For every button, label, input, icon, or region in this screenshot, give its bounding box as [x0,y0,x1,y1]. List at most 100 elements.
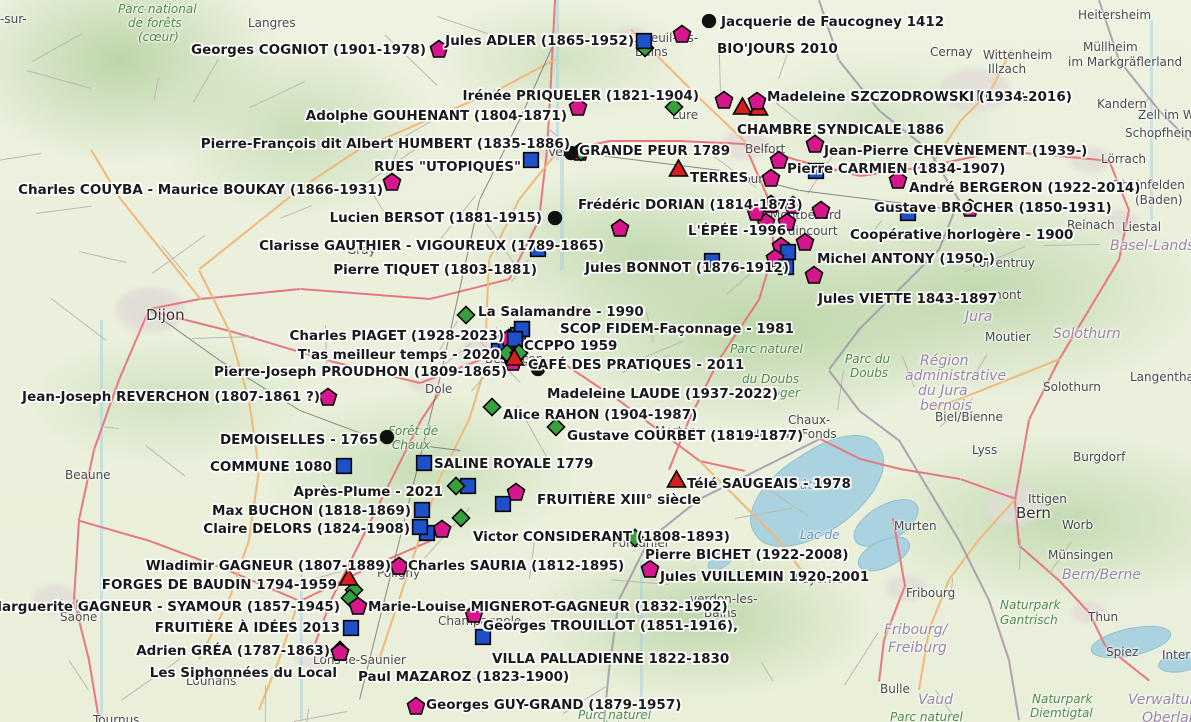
map-marker-pentagon[interactable] [641,560,660,579]
place-label: de-Fonds [782,427,837,441]
map-marker-square[interactable] [704,253,723,272]
map-marker-pentagon[interactable] [812,201,831,220]
map-marker-diamond[interactable] [665,98,684,117]
place-label: Zell im Wies [1138,108,1191,122]
map-marker-pentagon[interactable] [331,643,350,662]
map-marker-circle[interactable] [530,361,549,380]
place-label: Diemtigtal [1030,706,1093,720]
place-label: Parc naturel [730,342,803,356]
map-marker-pentagon[interactable] [961,199,980,218]
place-label: Schopfheim [1125,126,1191,140]
map-canvas[interactable]: Langres Parc national de forêts (cœur) -sur-… [0,0,1191,722]
place-label: Parc national [118,2,197,16]
place-label: Moutier [985,330,1031,344]
map-marker-pentagon[interactable] [770,151,789,170]
place-label: du Jura [918,383,968,399]
place-label: Interlak [1162,648,1191,662]
place-label: Porrentruy [972,256,1035,270]
place-label: du Doubs [742,372,799,386]
map-marker-diamond[interactable] [626,529,645,548]
map-marker-square[interactable] [416,455,435,474]
place-label: Reinach [1067,218,1115,232]
map-marker-square[interactable] [336,458,355,477]
map-marker-square[interactable] [530,241,549,260]
place-label: Naturpark [1000,598,1060,612]
map-marker-pentagon[interactable] [319,388,338,407]
map-marker-circle[interactable] [547,210,566,229]
place-label: mont [990,288,1021,302]
place-label: Saône [60,610,97,624]
place-label: Lons-le-Saunier [313,653,406,667]
place-label: Chaux [392,438,430,452]
place-label: Lörrach [1101,152,1146,166]
map-marker-triangle[interactable] [669,159,688,178]
map-marker-square[interactable] [900,205,919,224]
place-label: Basel-Landschaft [1110,238,1191,254]
map-marker-square[interactable] [343,620,362,639]
map-marker-pentagon[interactable] [673,25,692,44]
map-marker-pentagon[interactable] [778,213,797,232]
map-marker-pentagon[interactable] [611,219,630,238]
road-segment [560,622,606,623]
place-label: Parc naturel [890,710,963,722]
map-marker-square[interactable] [412,519,431,538]
place-label: Münsingen [1048,548,1113,562]
map-marker-pentagon[interactable] [383,173,402,192]
place-label: Doubs [850,366,888,380]
map-marker-square[interactable] [808,163,827,182]
place-label: Chaux- [788,413,830,427]
place-label: Biel/Bienne [935,410,1003,424]
map-marker-pentagon[interactable] [430,40,449,59]
place-label: Cernay [930,45,973,59]
place-label: Dijon [146,306,185,324]
map-marker-square[interactable] [523,152,542,171]
map-marker-pentagon[interactable] [715,91,734,110]
place-label: Langenthal [1130,370,1191,384]
map-marker-triangle[interactable] [505,348,524,367]
map-marker-square[interactable] [475,629,494,648]
map-marker-diamond[interactable] [483,398,502,417]
map-marker-triangle[interactable] [339,568,358,587]
place-label: Worb [1062,518,1093,532]
map-marker-pentagon[interactable] [569,98,588,117]
place-label: Fribourg [906,586,955,600]
river [640,560,643,720]
place-label: (cœur) [138,30,179,44]
map-marker-square[interactable] [636,33,655,52]
place-label: Beaune [65,468,111,482]
map-marker-pentagon[interactable] [889,171,908,190]
place-label: Bains [704,606,737,620]
place-label: Bulle [880,682,910,696]
map-marker-circle[interactable] [701,13,720,32]
map-marker-square[interactable] [778,259,797,278]
map-marker-diamond[interactable] [457,306,476,325]
map-marker-pentagon[interactable] [390,557,409,576]
road-segment [265,685,266,722]
place-label: Parc du [845,352,890,366]
map-marker-circle[interactable] [563,145,582,164]
place-label: Liestal [1122,220,1161,234]
map-marker-pentagon[interactable] [507,483,526,502]
map-marker-triangle[interactable] [733,97,752,116]
map-marker-pentagon[interactable] [762,169,781,188]
place-label: Horloger [748,386,800,400]
map-marker-pentagon[interactable] [806,135,825,154]
map-marker-diamond[interactable] [452,509,471,528]
map-marker-pentagon[interactable] [796,233,815,252]
map-marker-pentagon[interactable] [465,605,484,624]
place-label: Rheinfelden [1113,178,1185,192]
map-marker-diamond[interactable] [547,418,566,437]
place-label: Verwaltungsr [1128,692,1191,708]
place-label: (Baden) [1135,193,1183,207]
map-marker-pentagon[interactable] [407,697,426,716]
place-label: Langres [248,16,296,30]
place-label: Müllheim [1083,40,1138,54]
map-marker-triangle[interactable] [667,470,686,489]
map-marker-pentagon[interactable] [747,203,766,222]
map-marker-circle[interactable] [379,429,398,448]
map-marker-pentagon[interactable] [349,597,368,616]
map-marker-diamond[interactable] [447,477,466,496]
place-label: Gray [347,243,376,257]
place-label: Fribourg/ [884,622,947,638]
map-marker-pentagon[interactable] [805,266,824,285]
